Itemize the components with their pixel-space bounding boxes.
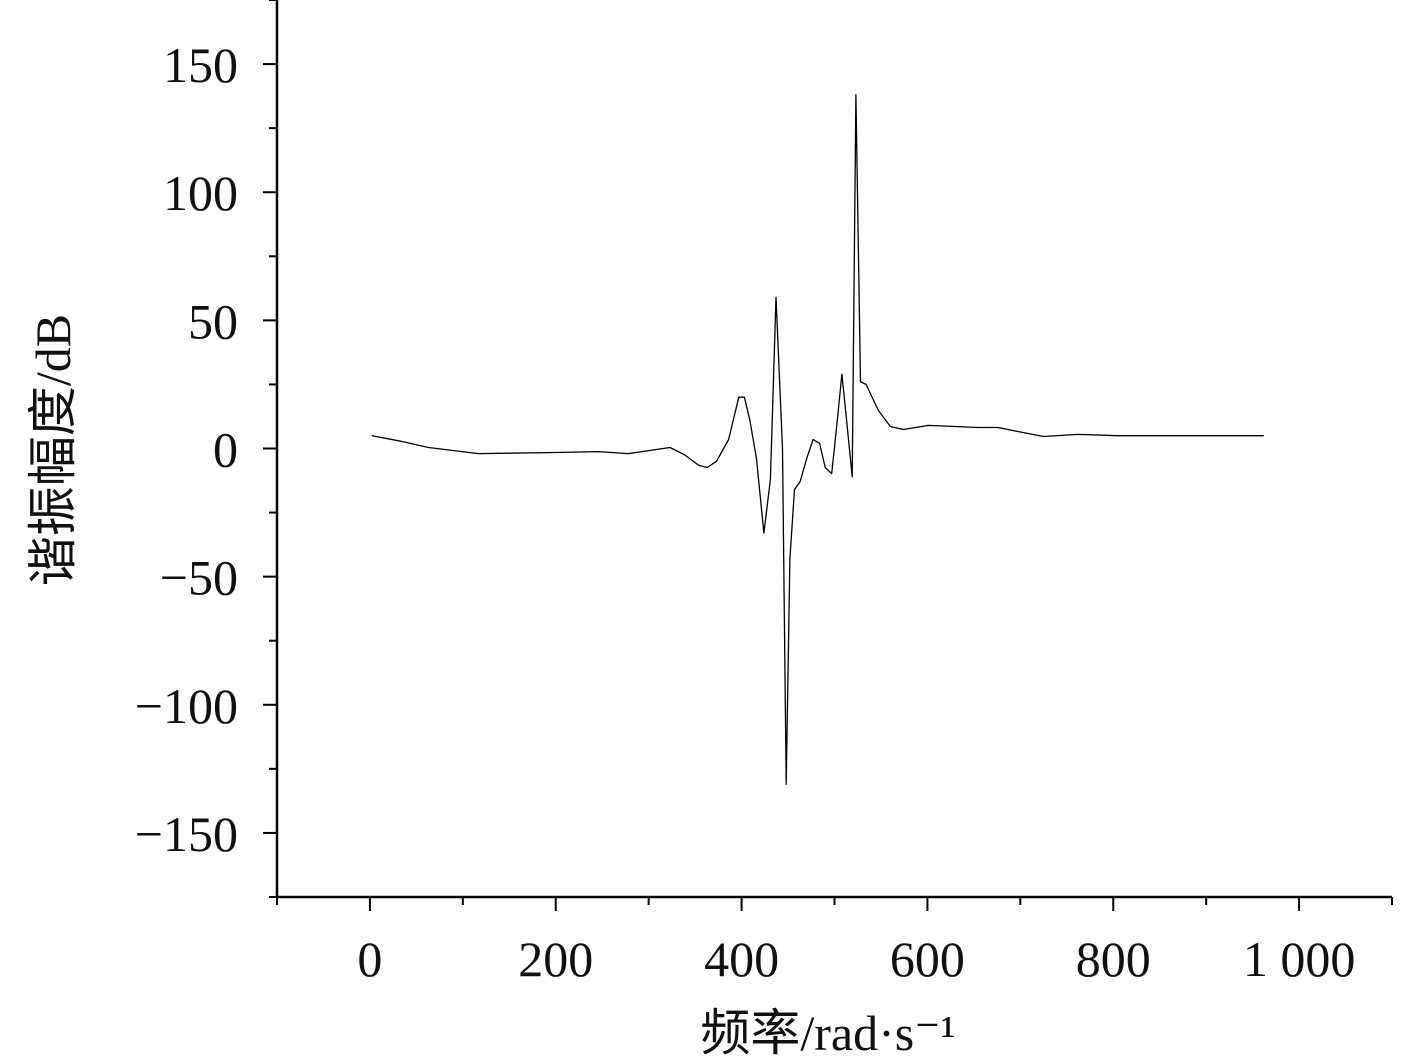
x-tick-label: 0 xyxy=(357,931,382,987)
y-tick-label: −50 xyxy=(160,550,238,606)
x-tick-label: 400 xyxy=(704,931,779,987)
y-tick-label: −150 xyxy=(135,806,238,862)
y-tick-label: 0 xyxy=(213,422,238,478)
y-tick-label: 100 xyxy=(163,165,238,221)
y-tick-label: 50 xyxy=(188,293,238,349)
y-tick-label: −100 xyxy=(135,678,238,734)
x-axis-label: 频率/rad·s⁻¹ xyxy=(700,1005,955,1058)
y-axis-label: 谐振幅度/dB xyxy=(25,314,81,586)
x-tick-label: 1 000 xyxy=(1243,931,1356,987)
line-series xyxy=(371,94,1264,785)
y-tick-label: 150 xyxy=(163,37,238,93)
x-tick-label: 200 xyxy=(518,931,593,987)
x-tick-label: 800 xyxy=(1076,931,1151,987)
x-tick-label: 600 xyxy=(890,931,965,987)
